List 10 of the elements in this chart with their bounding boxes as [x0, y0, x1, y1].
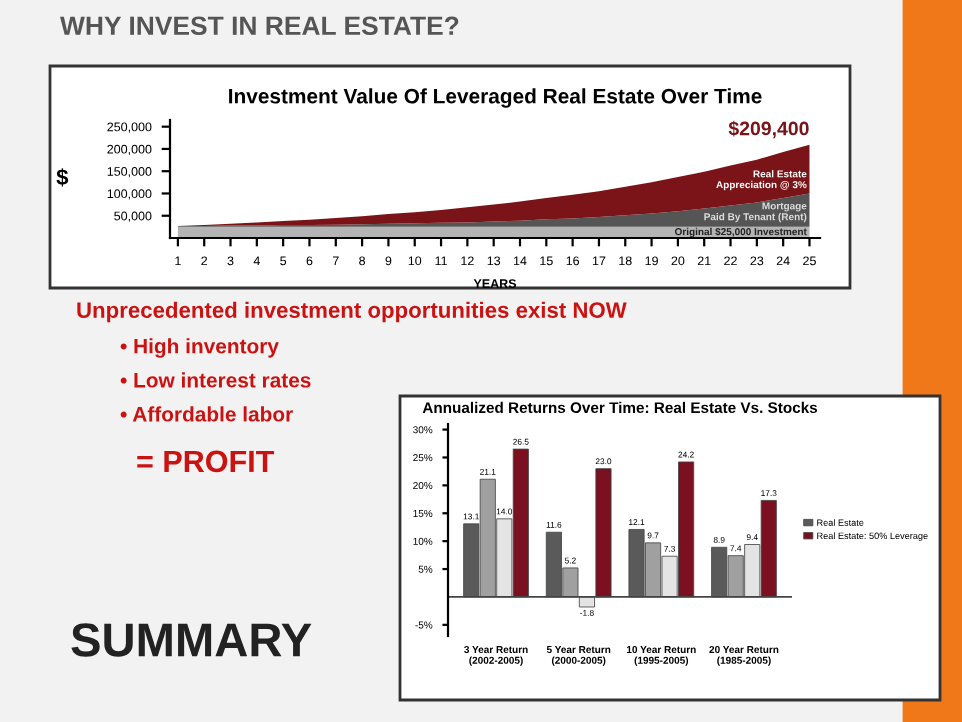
text: = PROFIT — [137, 450, 275, 473]
text: • Low interest rates — [120, 372, 311, 388]
text: SUMMARY — [71, 623, 312, 657]
annotation: $209,400 — [728, 120, 809, 139]
text: Unprecedented investment opportunities exist NOW — [77, 301, 627, 323]
chart-title: Investment Value Of Leveraged Real Estate Over Time — [229, 88, 762, 108]
y-axis-title: $ — [56, 168, 69, 187]
text: • High inventory — [120, 338, 279, 358]
text: • Affordable labor — [120, 406, 293, 422]
text: WHY INVEST IN REAL ESTATE? — [60, 16, 459, 36]
